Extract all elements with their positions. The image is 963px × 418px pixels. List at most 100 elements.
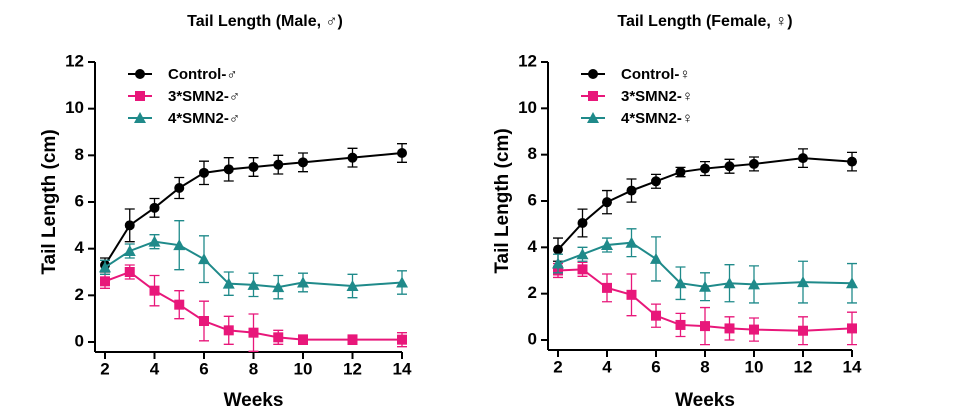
- legend-marker: [134, 112, 146, 123]
- marker: [724, 161, 735, 172]
- marker: [149, 202, 160, 213]
- marker: [298, 334, 308, 345]
- x-tick-label: 14: [843, 357, 862, 376]
- marker: [174, 299, 185, 310]
- marker: [100, 276, 110, 287]
- marker: [675, 319, 686, 330]
- legend-marker: [135, 69, 145, 79]
- marker: [798, 153, 808, 164]
- marker: [798, 325, 808, 336]
- marker: [577, 218, 588, 229]
- y-tick-label: 8: [528, 144, 537, 163]
- marker: [846, 277, 858, 289]
- x-tick-label: 14: [393, 359, 412, 378]
- y-tick-label: 8: [75, 145, 84, 164]
- marker: [602, 197, 612, 208]
- marker: [552, 257, 564, 269]
- x-tick-label: 6: [651, 357, 660, 376]
- y-tick-label: 4: [528, 237, 538, 256]
- marker: [625, 236, 638, 248]
- marker: [248, 162, 259, 172]
- marker: [273, 159, 284, 170]
- legend-label: 4*SMN2-♂: [168, 110, 240, 127]
- marker: [650, 252, 662, 264]
- y-tick-label: 12: [65, 51, 84, 70]
- chart-title: Tail Length (Female, ♀): [617, 13, 792, 30]
- marker: [724, 323, 735, 334]
- marker: [223, 164, 234, 175]
- x-tick-label: 12: [794, 357, 813, 376]
- chart-title: Tail Length (Male, ♂): [187, 13, 343, 30]
- x-axis-label: Weeks: [224, 390, 284, 411]
- marker: [700, 321, 710, 332]
- marker: [124, 220, 135, 231]
- marker: [651, 310, 661, 321]
- marker: [675, 167, 686, 178]
- legend-label: 4*SMN2-♀: [621, 110, 693, 127]
- marker: [247, 278, 260, 290]
- marker: [174, 183, 185, 193]
- y-axis-label: Tail Length (cm): [492, 128, 513, 273]
- y-tick-label: 6: [75, 191, 84, 210]
- marker: [149, 285, 160, 296]
- marker: [749, 158, 759, 169]
- x-tick-label: 12: [343, 359, 362, 378]
- marker: [700, 163, 710, 174]
- legend-label: Control-♂: [168, 66, 238, 83]
- marker: [347, 152, 358, 163]
- x-tick-label: 8: [700, 357, 709, 376]
- marker: [298, 157, 308, 168]
- marker: [396, 276, 408, 288]
- marker: [847, 156, 857, 167]
- marker: [198, 253, 210, 265]
- marker: [397, 148, 407, 158]
- x-tick-label: 10: [294, 359, 313, 378]
- marker: [148, 235, 161, 247]
- marker: [297, 276, 309, 288]
- y-tick-label: 2: [528, 283, 537, 302]
- y-tick-label: 6: [528, 190, 537, 209]
- marker: [699, 280, 711, 292]
- marker: [223, 325, 234, 336]
- marker: [626, 289, 637, 300]
- legend-marker: [135, 91, 145, 101]
- x-tick-label: 6: [199, 359, 208, 378]
- y-tick-label: 10: [65, 98, 84, 117]
- legend-marker: [587, 112, 599, 123]
- y-tick-label: 12: [518, 51, 537, 70]
- marker: [651, 176, 661, 187]
- marker: [199, 316, 209, 326]
- x-tick-label: 4: [150, 359, 160, 378]
- marker: [123, 245, 136, 256]
- x-axis-label: Weeks: [675, 390, 735, 411]
- legend-label: 3*SMN2-♂: [168, 88, 240, 105]
- marker: [99, 261, 111, 273]
- marker: [577, 264, 588, 275]
- y-tick-label: 0: [75, 331, 84, 350]
- marker: [626, 185, 637, 196]
- marker: [674, 277, 687, 289]
- marker: [749, 324, 759, 335]
- marker: [248, 327, 259, 338]
- x-tick-label: 8: [249, 359, 258, 378]
- y-axis-label: Tail Length (cm): [39, 129, 60, 274]
- marker: [272, 281, 285, 293]
- legend-marker: [588, 91, 598, 101]
- marker: [173, 239, 186, 251]
- marker: [346, 280, 359, 291]
- x-tick-label: 2: [553, 357, 562, 376]
- marker: [602, 282, 612, 293]
- y-tick-label: 10: [518, 98, 537, 117]
- marker: [124, 267, 135, 277]
- y-tick-label: 0: [528, 329, 537, 348]
- y-tick-label: 4: [75, 238, 85, 257]
- marker: [576, 248, 589, 260]
- x-tick-label: 4: [602, 357, 612, 376]
- marker: [797, 276, 809, 288]
- marker: [222, 277, 235, 289]
- legend-marker: [588, 69, 598, 79]
- marker: [748, 278, 760, 290]
- legend-label: Control-♀: [621, 66, 691, 83]
- marker: [397, 334, 407, 345]
